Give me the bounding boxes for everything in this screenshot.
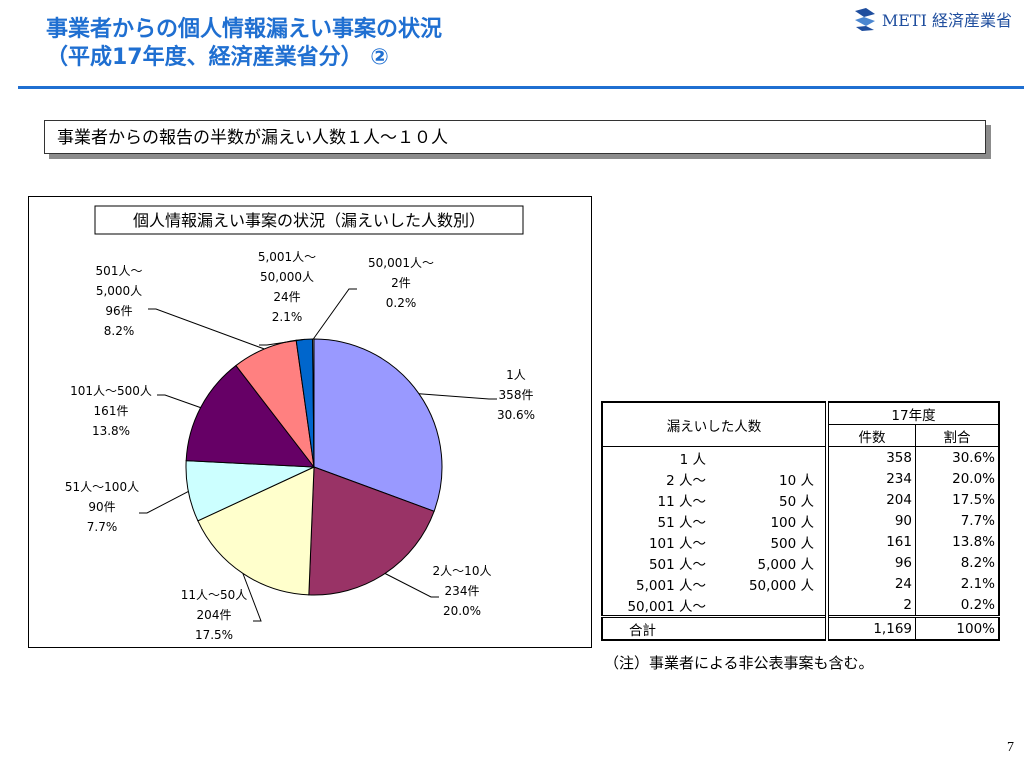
count-cell: 234 (825, 468, 916, 489)
count-cell: 204 (825, 489, 916, 510)
range-from: 50,001 人～ (627, 598, 706, 615)
total-label: 合計 (601, 615, 828, 640)
page-number: 7 (1007, 740, 1014, 755)
leader-line (384, 573, 439, 598)
title-line-2: （平成17年度、経済産業省分） ② (46, 45, 389, 70)
title-rule (18, 86, 1024, 89)
range-to: 50,000 人 (748, 577, 814, 594)
leader-line (139, 490, 189, 514)
count-cell: 96 (825, 552, 916, 573)
slice-label: 2人～10人 234件 20.0% (433, 564, 492, 618)
range-from: 501 人～ (648, 556, 706, 573)
slice-label: 51人～100人 90件 7.7% (65, 480, 139, 534)
range-to: 10 人 (779, 472, 814, 489)
count-cell: 2 (825, 594, 916, 617)
leader-line (157, 394, 201, 409)
pie-slice (197, 466, 315, 596)
ratio-cell: 30.6% (915, 446, 1000, 468)
chart-title: 個人情報漏えい事案の状況（漏えいした人数別） (133, 211, 485, 230)
meti-mark-icon (854, 8, 875, 31)
table-row: 50,001 人～ 2 0.2% (601, 594, 1000, 617)
ratio-cell: 0.2% (915, 594, 1000, 617)
range-from: 2 人～ (666, 472, 706, 489)
pie-slice (185, 364, 316, 468)
leader-line (242, 573, 262, 622)
range-to: 5,000 人 (757, 556, 814, 573)
slice-label: 11人～50人 204件 17.5% (181, 588, 248, 642)
table-row: 5,001 人～ 50,000 人 24 2.1% (601, 573, 1000, 594)
pie-chart: 個人情報漏えい事案の状況（漏えいした人数別） 1人 358件 30.6% 2人～10人 2… (65, 205, 535, 642)
footnote: （注）事業者による非公表事案も含む。 (604, 654, 874, 672)
range-to (714, 595, 814, 615)
ratio-cell: 8.2% (915, 552, 1000, 573)
range-from: 1 人 (679, 451, 706, 468)
leader-line (259, 338, 305, 346)
table-total-row: 合計 1,169 100% (601, 615, 1000, 640)
count-cell: 24 (825, 573, 916, 594)
range-from: 51 人～ (657, 514, 706, 531)
leak-count-table: 漏えいした人数 17年度 件数 割合 1 人 358 30.6% 2 人～ 10 … (601, 401, 1000, 641)
header-count: 件数 (825, 424, 916, 447)
table-row: 101 人～ 500 人 161 13.8% (601, 531, 1000, 552)
ratio-cell: 7.7% (915, 510, 1000, 531)
range-from: 11 人～ (657, 493, 706, 510)
slice-label: 1人 358件 30.6% (497, 368, 535, 422)
range-to: 500 人 (770, 535, 814, 552)
ratio-cell: 13.8% (915, 531, 1000, 552)
chart-title-box (94, 205, 524, 235)
count-cell: 358 (825, 446, 916, 468)
header-year: 17年度 (825, 401, 1000, 425)
logo-text: METI 経済産業省 (881, 11, 1012, 30)
page-title: 事業者からの個人情報漏えい事案の状況 （平成17年度、経済産業省分） ② (46, 16, 442, 72)
callout-box: 事業者からの報告の半数が漏えい人数１人～１０人 (44, 120, 986, 154)
table-row: 11 人～ 50 人 204 17.5% (601, 489, 1000, 510)
count-cell: 90 (825, 510, 916, 531)
meti-logo: METI 経済産業省 (852, 6, 1012, 32)
pie-chart-frame: 個人情報漏えい事案の状況（漏えいした人数別） 1人 358件 30.6% 2人～10人 2… (28, 196, 592, 648)
ratio-cell: 20.0% (915, 468, 1000, 489)
ratio-cell: 2.1% (915, 573, 1000, 594)
slice-label: 501人～ 5,000人 96件 8.2% (96, 264, 143, 338)
range-from: 5,001 人～ (636, 577, 706, 594)
leader-line (418, 393, 497, 400)
table-row: 51 人～ 100 人 90 7.7% (601, 510, 1000, 531)
range-to (714, 448, 814, 468)
table-row: 501 人～ 5,000 人 96 8.2% (601, 552, 1000, 573)
header-range: 漏えいした人数 (601, 401, 828, 447)
total-count: 1,169 (825, 615, 916, 640)
leader-line (312, 288, 357, 340)
total-ratio: 100% (915, 615, 1000, 640)
table-row: 2 人～ 10 人 234 20.0% (601, 468, 1000, 489)
range-to: 100 人 (770, 514, 814, 531)
count-cell: 161 (825, 531, 916, 552)
slice-label: 101人～500人 161件 13.8% (70, 384, 152, 438)
leader-line (148, 308, 265, 350)
pie-slice (313, 338, 443, 512)
range-from: 101 人～ (648, 535, 706, 552)
slice-label: 50,001人～ 2件 0.2% (368, 256, 434, 310)
pie-slice (308, 466, 435, 596)
table-row: 1 人 358 30.6% (601, 446, 1000, 468)
header-ratio: 割合 (915, 424, 1000, 447)
title-line-1: 事業者からの個人情報漏えい事案の状況 (46, 17, 443, 42)
slice-label: 5,001人～ 50,000人 24件 2.1% (258, 250, 316, 324)
range-to: 50 人 (779, 493, 814, 510)
ratio-cell: 17.5% (915, 489, 1000, 510)
